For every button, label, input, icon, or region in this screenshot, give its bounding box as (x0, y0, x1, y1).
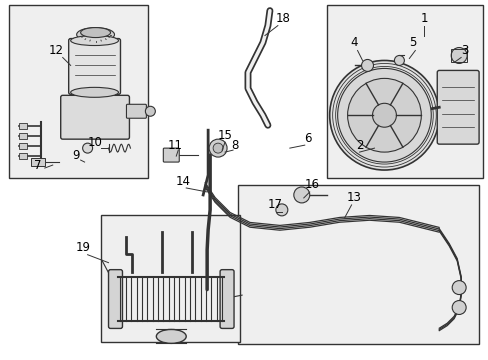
Bar (19, 153, 27, 159)
Circle shape (275, 204, 287, 216)
Text: 16: 16 (304, 179, 319, 192)
Bar (450, 49, 466, 62)
Circle shape (451, 280, 465, 294)
Bar (90, 39, 101, 54)
Text: 15: 15 (217, 129, 232, 142)
Circle shape (145, 106, 155, 116)
FancyBboxPatch shape (108, 270, 122, 328)
Text: 7: 7 (34, 158, 41, 172)
FancyBboxPatch shape (163, 148, 179, 162)
Bar (31, 158, 45, 166)
Circle shape (347, 78, 421, 152)
Bar (101, 215, 240, 342)
FancyBboxPatch shape (220, 270, 234, 328)
Circle shape (361, 59, 373, 71)
Circle shape (394, 55, 404, 66)
Text: 17: 17 (267, 198, 282, 211)
Text: 5: 5 (408, 36, 415, 49)
Circle shape (329, 60, 438, 170)
Text: 2: 2 (355, 139, 363, 152)
Circle shape (209, 139, 226, 157)
Text: 10: 10 (88, 136, 103, 149)
Ellipse shape (81, 28, 110, 37)
Circle shape (451, 301, 465, 315)
FancyBboxPatch shape (68, 39, 120, 94)
Text: 14: 14 (175, 175, 190, 189)
FancyBboxPatch shape (61, 95, 129, 139)
Text: 18: 18 (275, 12, 290, 25)
FancyBboxPatch shape (436, 71, 478, 144)
Ellipse shape (156, 329, 186, 343)
Text: 9: 9 (72, 149, 79, 162)
Bar (19, 123, 27, 129)
Circle shape (337, 68, 430, 162)
Bar (238, 185, 478, 345)
Ellipse shape (71, 36, 118, 45)
Text: 19: 19 (76, 241, 91, 254)
Bar (19, 143, 27, 149)
Ellipse shape (71, 87, 118, 97)
Bar (9, 5, 148, 178)
Circle shape (293, 187, 309, 203)
Circle shape (450, 48, 466, 63)
Text: 11: 11 (167, 139, 183, 152)
Bar (326, 5, 482, 178)
Text: 6: 6 (304, 132, 311, 145)
Bar (19, 133, 27, 139)
Text: 12: 12 (48, 44, 63, 57)
Text: 8: 8 (231, 139, 238, 152)
Circle shape (372, 103, 396, 127)
Text: 4: 4 (350, 36, 358, 49)
Ellipse shape (77, 28, 114, 41)
Text: 3: 3 (461, 44, 468, 57)
Circle shape (82, 143, 92, 153)
Text: 13: 13 (346, 192, 361, 204)
Circle shape (213, 143, 223, 153)
FancyBboxPatch shape (126, 104, 146, 118)
Text: 1: 1 (420, 12, 427, 25)
